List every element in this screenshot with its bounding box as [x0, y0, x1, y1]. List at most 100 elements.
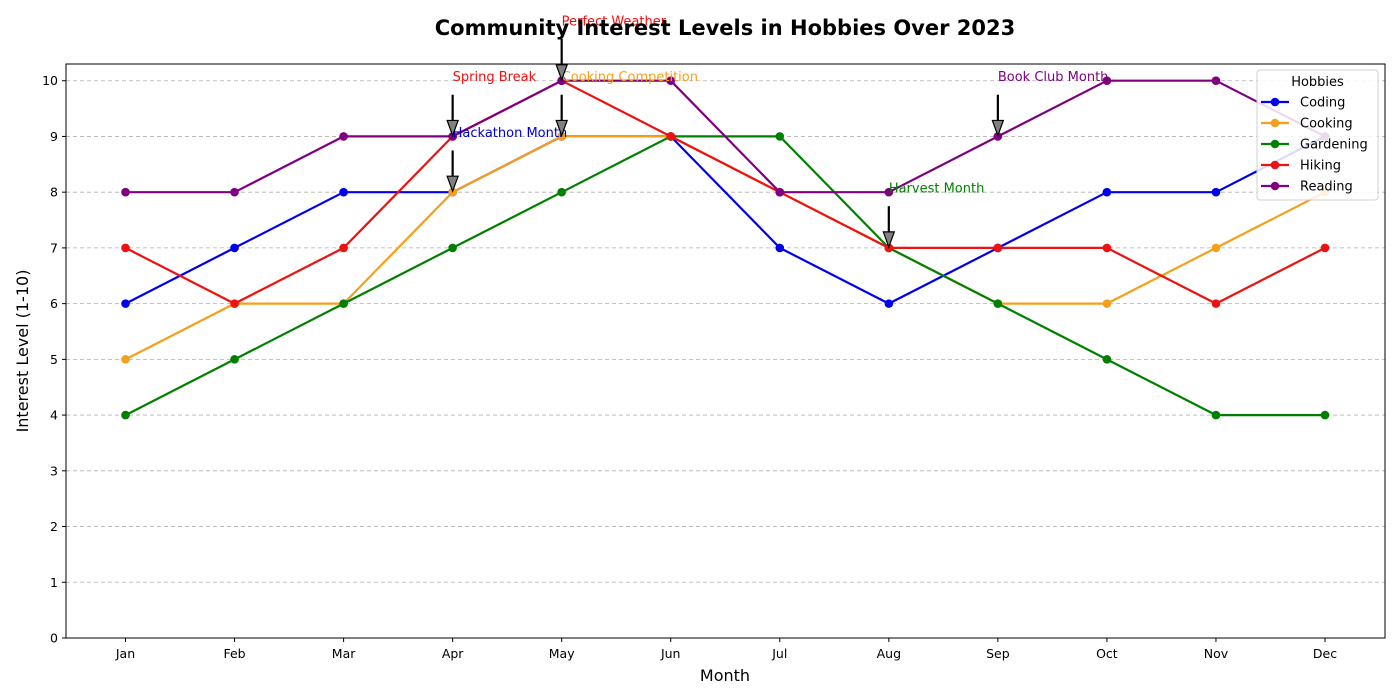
data-point-cooking [1102, 299, 1112, 308]
data-point-gardening [993, 299, 1003, 308]
x-tick-label: Nov [1204, 646, 1229, 661]
data-point-reading [666, 76, 676, 86]
legend-title: Hobbies [1291, 75, 1344, 90]
annotation-arrow-head [555, 119, 569, 138]
data-point-gardening [230, 355, 239, 364]
x-tick-label: Oct [1096, 646, 1118, 661]
annotation-text: Harvest Month [889, 182, 985, 197]
y-tick-label: 8 [50, 185, 58, 200]
y-tick-label: 9 [50, 129, 58, 144]
annotation-arrow-head [446, 119, 459, 138]
annotation: Spring Break [446, 70, 537, 138]
data-point-hiking [993, 243, 1003, 253]
y-tick-label: 0 [50, 631, 58, 646]
annotation-arrow-head [991, 119, 1005, 138]
legend: Hobbies Coding Cooking Gardening Hiking Readi… [1256, 69, 1379, 201]
x-tick-label: Mar [332, 646, 356, 661]
data-point-gardening [1211, 410, 1221, 420]
data-point-reading [230, 187, 239, 197]
data-point-gardening [1320, 410, 1330, 420]
y-tick-label: 4 [50, 408, 58, 423]
annotation-text: Perfect Weather [562, 14, 667, 29]
y-tick-label: 2 [50, 519, 58, 534]
annotation: Book Club Month [991, 70, 1109, 138]
chart-title: Community Interest Levels in Hobbies Ove… [435, 16, 1015, 40]
annotation-arrow-head [446, 175, 459, 193]
data-point-hiking [1102, 243, 1112, 253]
data-point-gardening [557, 187, 566, 197]
data-point-hiking [1211, 299, 1221, 308]
data-point-cooking [1211, 243, 1221, 253]
series-line-coding [124, 135, 1326, 305]
annotations: Hackathon Month Cooking Competition Harves… [446, 14, 1109, 249]
annotation-text: Book Club Month [998, 70, 1109, 85]
x-tick-label: Jun [660, 646, 681, 661]
annotation: Perfect Weather [555, 14, 667, 82]
legend-label: Gardening [1300, 138, 1368, 153]
series-line-reading [125, 79, 1326, 194]
legend-label: Reading [1300, 180, 1353, 195]
y-tick-label: 1 [50, 575, 58, 590]
y-tick-label: 10 [42, 73, 58, 88]
data-point-gardening [339, 299, 348, 308]
x-tick-label: Sep [986, 646, 1010, 661]
annotation: Hackathon Month [446, 126, 568, 193]
legend-item: Gardening [1261, 138, 1368, 153]
legend-label: Coding [1300, 96, 1345, 111]
data-point-gardening [448, 243, 457, 253]
data-point-hiking [1320, 243, 1330, 253]
annotation: Cooking Competition [555, 70, 698, 138]
x-tick-label: Jan [115, 646, 135, 661]
data-point-coding [339, 187, 348, 197]
legend-label: Hiking [1300, 159, 1341, 174]
x-tick-label: May [549, 646, 575, 661]
data-point-reading [1102, 76, 1112, 86]
annotation-arrow-head [882, 231, 896, 249]
x-tick-label: Feb [223, 646, 245, 661]
annotation-text: Cooking Competition [562, 70, 698, 85]
y-tick-label: 5 [50, 352, 58, 367]
data-point-hiking [230, 299, 239, 308]
data-point-coding [230, 243, 239, 253]
legend-item: Coding [1261, 96, 1345, 111]
x-tick-label: Dec [1313, 646, 1337, 661]
legend-swatch-marker [1270, 181, 1280, 191]
data-point-coding [1211, 187, 1221, 197]
data-point-hiking [666, 132, 676, 141]
series-line-hiking [124, 79, 1326, 305]
data-point-gardening [775, 132, 785, 141]
annotation-text: Spring Break [453, 70, 537, 85]
data-point-coding [121, 299, 130, 308]
legend-item: Hiking [1261, 159, 1341, 174]
data-point-reading [775, 187, 785, 197]
legend-swatch-marker [1270, 118, 1280, 128]
data-point-gardening [1102, 355, 1112, 364]
data-point-coding [1102, 187, 1112, 197]
y-tick-label: 6 [50, 296, 58, 311]
data-point-hiking [339, 243, 348, 253]
annotation: Harvest Month [882, 182, 985, 249]
data-point-coding [884, 299, 894, 308]
data-point-reading [121, 187, 130, 197]
x-tick-label: Jul [771, 646, 787, 661]
legend-swatch-marker [1270, 160, 1280, 170]
y-tick-label: 7 [50, 240, 58, 255]
legend-swatch-marker [1270, 139, 1280, 149]
legend-item: Cooking [1261, 117, 1353, 132]
data-point-hiking [121, 243, 130, 253]
y-tick-label: 3 [50, 463, 58, 478]
legend-swatch-marker [1270, 97, 1280, 107]
axes: 0 1 2 3 4 5 6 7 8 9 10 Jan Feb Mar Apr May Jun Jul Aug Sep O… [42, 73, 1337, 661]
x-tick-label: Aug [877, 646, 901, 661]
annotation-text: Hackathon Month [453, 126, 568, 141]
legend-item: Reading [1261, 180, 1353, 195]
y-axis-label: Interest Level (1-10) [13, 270, 32, 433]
data-point-coding [775, 243, 785, 253]
data-point-reading [884, 187, 894, 197]
legend-label: Cooking [1300, 117, 1353, 132]
annotation-arrow-head [555, 64, 569, 82]
x-axis-label: Month [700, 666, 750, 685]
data-point-reading [339, 132, 348, 141]
series-line-gardening [124, 135, 1325, 417]
